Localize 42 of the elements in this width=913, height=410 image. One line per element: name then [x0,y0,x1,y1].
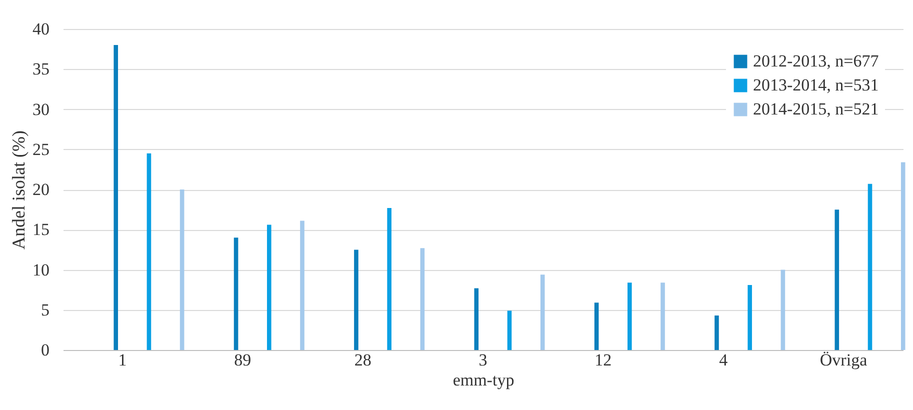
legend-label: 2014-2015, n=521 [753,100,879,118]
bar [628,282,632,350]
y-tick-label: 5 [41,300,50,320]
y-tick-label: 15 [32,220,50,240]
bar [234,238,238,350]
bar [146,153,152,350]
bar [834,210,840,350]
legend-label: 2013-2014, n=531 [753,76,879,94]
bar [868,184,872,350]
bar [387,208,392,350]
x-tick-label: 89 [234,350,252,370]
bar [266,224,272,350]
x-tick-label: 1 [118,350,127,370]
y-tick-label: 40 [32,20,50,38]
bar [180,190,184,350]
y-tick-label: 0 [41,340,50,360]
bar [300,220,304,350]
y-tick-label: 10 [32,260,50,280]
bar [114,45,118,350]
x-tick-label: Övriga [820,350,868,370]
y-tick-label: 20 [32,180,50,199]
bar [780,270,786,350]
bar [714,315,719,350]
y-tick-label: 35 [32,60,50,79]
bar [507,310,512,350]
x-tick-label: 4 [719,350,728,370]
bar [594,302,599,350]
y-tick-label: 30 [32,100,50,119]
x-tick-label: 3 [478,350,488,370]
x-tick-label: 12 [594,350,612,370]
bar [474,288,479,350]
bar [660,282,665,350]
bar [420,248,425,350]
bar [900,162,906,350]
y-tick-label: 25 [32,140,50,159]
bar [748,285,752,350]
legend-label: 2012-2013, n=677 [753,52,880,70]
x-axis-title: emm-typ [452,370,514,390]
x-tick-label: 28 [354,350,372,370]
bar [540,274,545,350]
y-axis-title: Andel isolat (%) [8,130,28,250]
bar [354,250,358,350]
